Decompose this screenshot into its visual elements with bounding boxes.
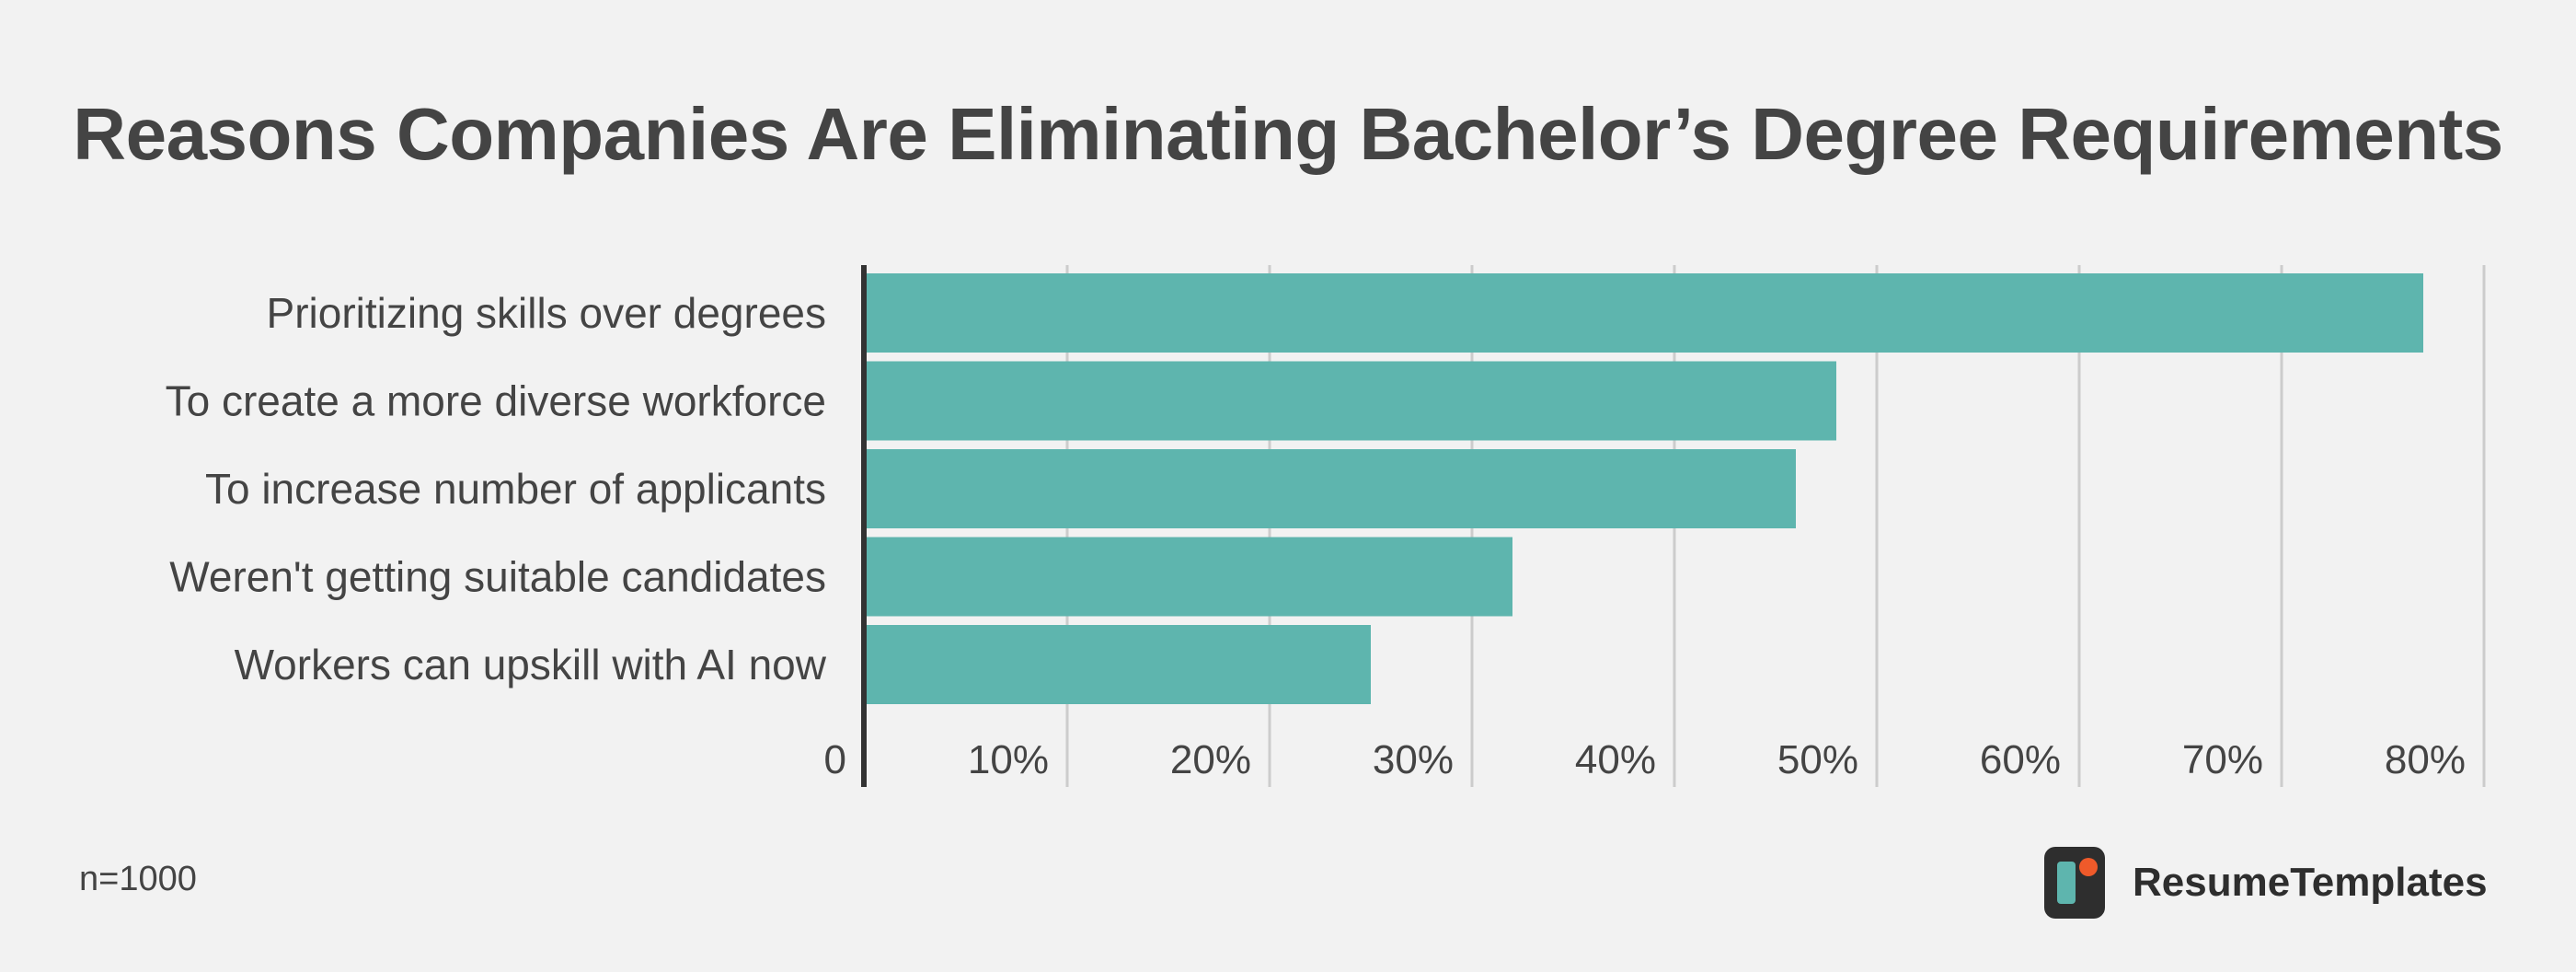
bar-1 [865,361,1836,441]
resumetemplates-logo-icon [2044,847,2105,919]
x-tick-label-80: 80% [2385,737,2466,782]
x-tick-label-10: 10% [968,737,1049,782]
bar-0 [865,273,2423,353]
logo-dot-shape [2079,858,2098,876]
x-tick-label-50: 50% [1777,737,1858,782]
brand-name: ResumeTemplates [2133,860,2488,905]
x-tick-label-20: 20% [1170,737,1251,782]
category-label-2: To increase number of applicants [205,465,826,513]
brand: ResumeTemplates [2044,847,2488,919]
sample-size-note: n=1000 [79,860,197,898]
x-tick-label-60: 60% [1980,737,2061,782]
bar-2 [865,449,1796,528]
category-label-3: Weren't getting suitable candidates [169,553,826,601]
x-tick-label-0: 0 [824,737,846,782]
category-label-1: To create a more diverse workforce [166,377,826,425]
bars [865,273,2423,704]
x-tick-label-70: 70% [2182,737,2263,782]
bar-3 [865,537,1512,617]
logo-bar-shape [2057,862,2076,904]
category-label-0: Prioritizing skills over degrees [267,289,826,337]
category-labels: Prioritizing skills over degrees To creat… [166,289,827,688]
bar-4 [865,625,1371,704]
chart-title: Reasons Companies Are Eliminating Bachel… [73,93,2503,175]
x-tick-label-40: 40% [1575,737,1656,782]
x-tick-label-30: 30% [1373,737,1454,782]
category-label-4: Workers can upskill with AI now [235,641,827,688]
x-tick-labels: 0 10% 20% 30% 40% 50% 60% 70% 80% [824,737,2466,782]
